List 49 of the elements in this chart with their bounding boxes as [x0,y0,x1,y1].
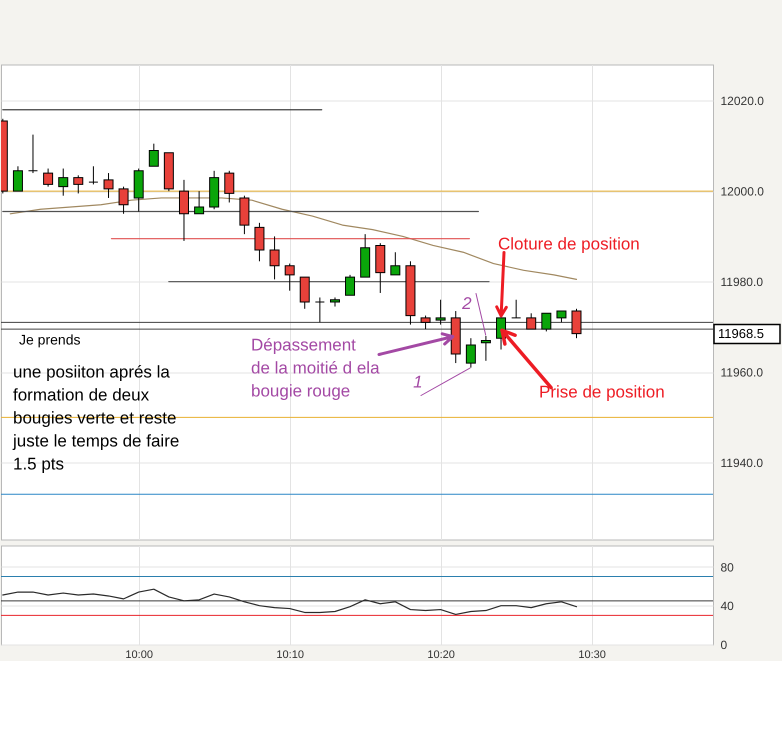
y-tick-label: 12000.0 [720,184,764,199]
candlestick [43,168,54,188]
annotation: Dépassement de la moitié d ela bougie rouge [251,336,380,400]
y-tick-label: 80 [720,560,734,574]
y-tick-label: 40 [720,599,734,614]
annotation: 2 [461,294,472,313]
candlestick [556,310,566,323]
y-tick-label: 12020.0 [720,94,764,108]
annotation: Je prends [19,332,80,348]
candlestick [314,296,325,323]
annotation: Cloture de position [498,234,640,254]
line-series [2,588,578,616]
text: 11968.5 [718,326,764,341]
candlestick [284,263,295,292]
candlestick [194,190,204,214]
candlestick [526,312,536,330]
y-tick-label: 11980.0 [720,275,764,290]
candlestick [466,338,476,368]
x-tick-label: 10:30 [578,649,606,661]
candlestick [254,222,264,262]
y-tick-label: 11940.0 [720,456,764,470]
candlestick [28,134,38,174]
x-tick-label: 10:20 [427,649,455,661]
candlestick [390,252,400,276]
candlestick [224,170,234,203]
y-tick-label: 11960.0 [720,366,764,380]
candlestick [541,312,552,332]
candlestick [420,315,431,330]
candlestick [270,236,280,280]
candlestick [330,296,340,308]
candlestick [148,143,159,167]
candlestick [436,299,446,326]
candlestick [104,172,114,198]
candlestick [345,274,356,296]
candlestick [178,179,189,242]
annotation: 1 [413,372,423,392]
x-tick-label: 10:10 [276,649,304,661]
candlestick [480,335,491,362]
annotation: Prise de position [539,382,665,402]
y-tick-label: 0 [720,638,728,652]
candlestick [12,166,23,192]
x-tick-label: 10:00 [125,649,153,661]
candlestick [511,299,522,318]
candlestick [118,186,129,214]
candlestick [571,308,582,339]
candlestick [73,174,84,194]
candlestick [58,168,68,196]
candlestick [88,166,98,185]
line-series [10,197,578,280]
